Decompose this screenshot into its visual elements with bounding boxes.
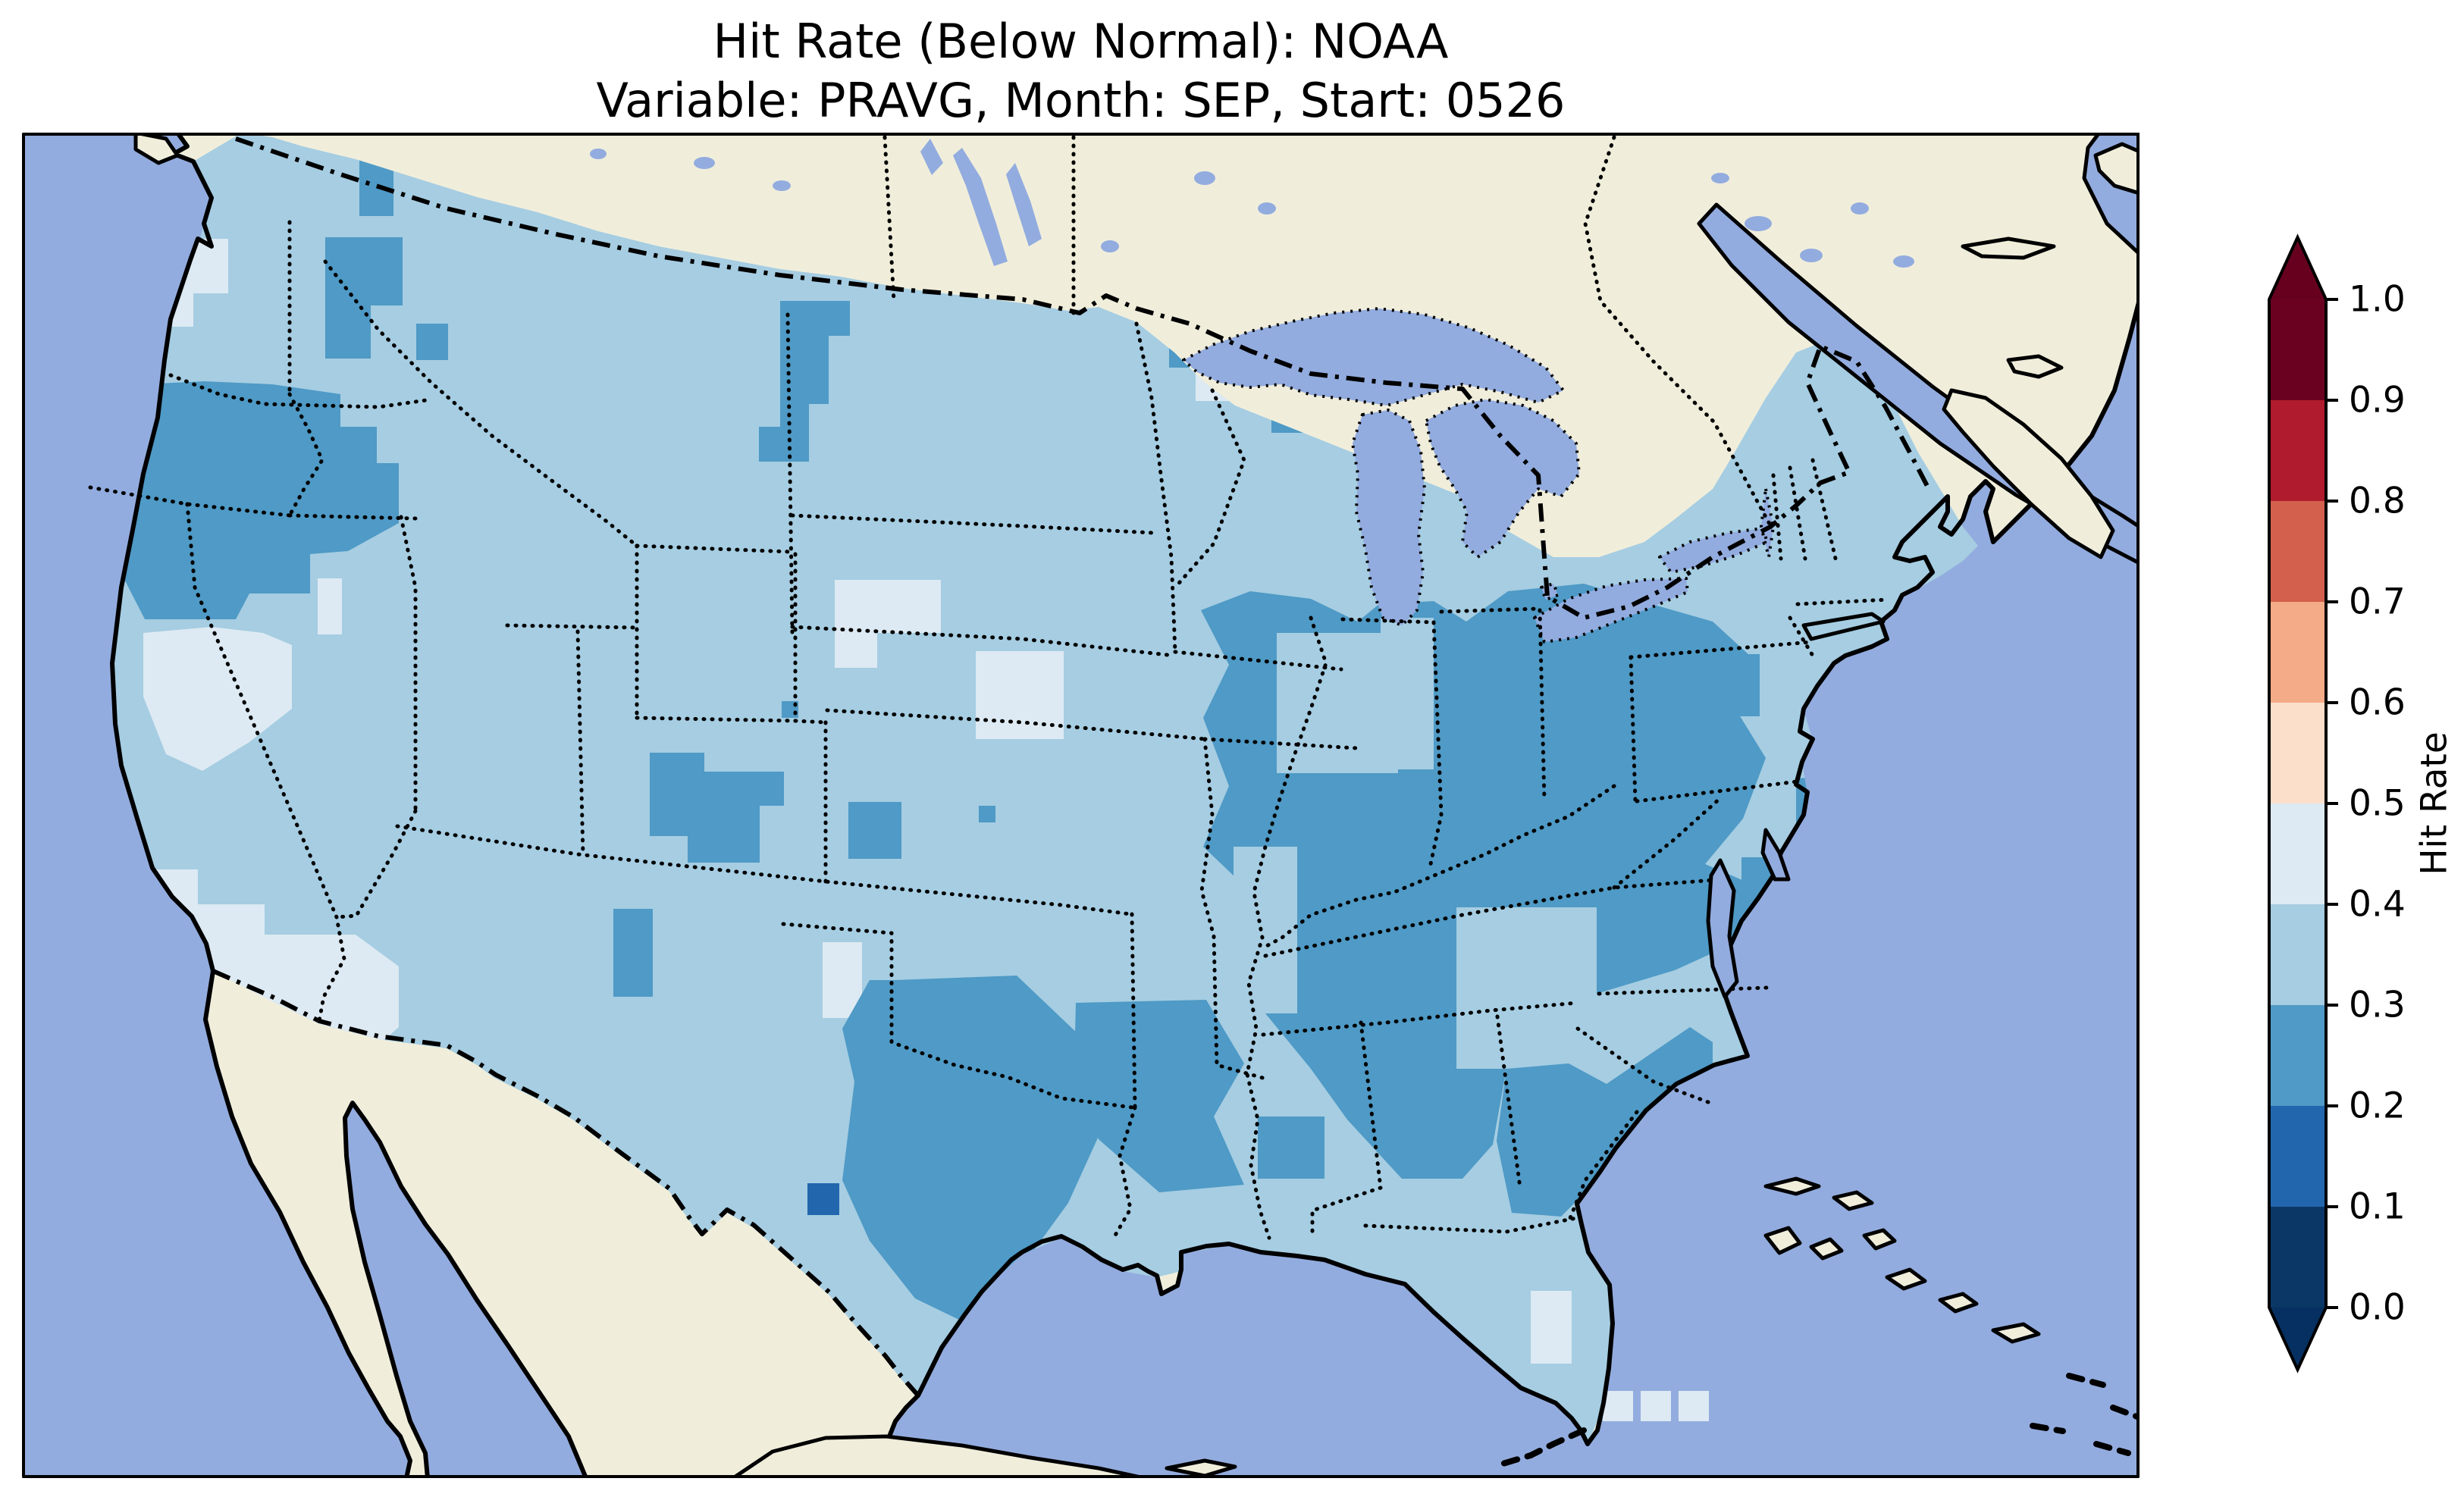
colorbar-tick-label: 0.8 (2349, 481, 2406, 522)
colorbar-tick-label: 0.0 (2349, 1287, 2406, 1329)
colorbar-tick-label: 0.7 (2349, 581, 2406, 623)
colorbar-segment (2269, 1106, 2326, 1207)
colorbar-body: 1.0 0.9 0.8 0.7 0.6 0.5 0.4 0.3 0.2 0.1 0.0 Hit Rat… (2268, 233, 2456, 1373)
colorbar-under-arrow (2269, 1308, 2326, 1370)
colorbar-over-arrow (2269, 237, 2326, 299)
colorbar: 1.0 0.9 0.8 0.7 0.6 0.5 0.4 0.3 0.2 0.1 0.0 Hit Rat… (2268, 233, 2456, 1373)
colorbar-tick-label: 0.3 (2349, 985, 2406, 1026)
figure-title-line2: Variable: PRAVG, Month: SEP, Start: 0526 (596, 73, 1566, 129)
islands (133, 133, 2140, 1478)
cells-keys (1603, 1391, 1709, 1421)
long-island (1801, 612, 1886, 641)
state-borders (88, 135, 1891, 1240)
colorbar-tick-label: 0.5 (2349, 783, 2406, 825)
cells-medium (112, 146, 1876, 1321)
country-borders (212, 136, 1931, 1397)
coastline (110, 133, 2140, 1478)
colorbar-axis-label: Hit Rate (2414, 731, 2456, 875)
map-frame (22, 133, 2140, 1478)
figure-title: Hit Rate (Below Normal): NOAA Variable: … (22, 12, 2140, 130)
colorbar-tick-label: 0.2 (2349, 1085, 2406, 1127)
colorbar-tick-label: 0.4 (2349, 884, 2406, 926)
cells-dark (807, 1183, 839, 1215)
great-lakes (1182, 307, 1775, 644)
colorbar-segment (2269, 1207, 2326, 1308)
colorbar-segment (2269, 602, 2326, 703)
colorbar-tick-label: 0.6 (2349, 682, 2406, 724)
colorbar-tick-label: 0.9 (2349, 380, 2406, 421)
colorbar-segment (2269, 803, 2326, 905)
colorbar-segment (2269, 400, 2326, 502)
colorbar-segment (2269, 299, 2326, 401)
canada-ponds (590, 149, 1914, 268)
colorbar-segment (2269, 1005, 2326, 1107)
colorbar-segment (2269, 501, 2326, 603)
colorbar-tick-label: 1.0 (2349, 279, 2406, 321)
canada-lakes (920, 139, 1042, 266)
cells-light-holes (1234, 618, 1597, 1013)
bays (1706, 828, 1791, 999)
colorbar-segment (2269, 904, 2326, 1006)
figure-title-line1: Hit Rate (Below Normal): NOAA (713, 14, 1449, 69)
us-map (22, 133, 2140, 1478)
island-chains (1497, 1373, 2140, 1467)
colorbar-tick-label: 0.1 (2349, 1186, 2406, 1228)
colorbar-segment (2269, 703, 2326, 804)
